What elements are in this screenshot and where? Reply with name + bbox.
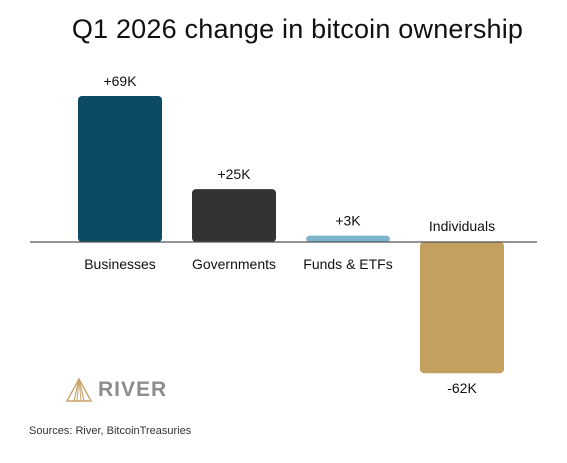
value-label-businesses: +69K — [103, 73, 137, 89]
labels-layer: +69K Businesses +25K Governments +3K Funds & … — [84, 73, 495, 396]
river-logo-text: RIVER — [98, 378, 168, 401]
chart-title: Q1 2026 change in bitcoin ownership — [71, 14, 524, 44]
source-note: Sources: River, BitcoinTreasuries — [29, 425, 192, 437]
category-label-funds-etfs: Funds & ETFs — [303, 256, 392, 272]
bars-layer — [78, 96, 504, 374]
category-label-businesses: Businesses — [84, 256, 156, 272]
value-label-individuals: -62K — [447, 380, 477, 396]
river-mountain-icon — [66, 378, 92, 402]
bar-governments — [192, 189, 276, 242]
bar-individuals — [420, 242, 504, 374]
value-label-funds-etfs: +3K — [335, 213, 361, 229]
category-label-governments: Governments — [192, 256, 276, 272]
bar-businesses — [78, 96, 162, 242]
river-logo: RIVER — [66, 376, 167, 404]
category-label-individuals: Individuals — [429, 218, 495, 234]
bar-funds-etfs — [306, 235, 390, 242]
value-label-governments: +25K — [217, 166, 251, 182]
